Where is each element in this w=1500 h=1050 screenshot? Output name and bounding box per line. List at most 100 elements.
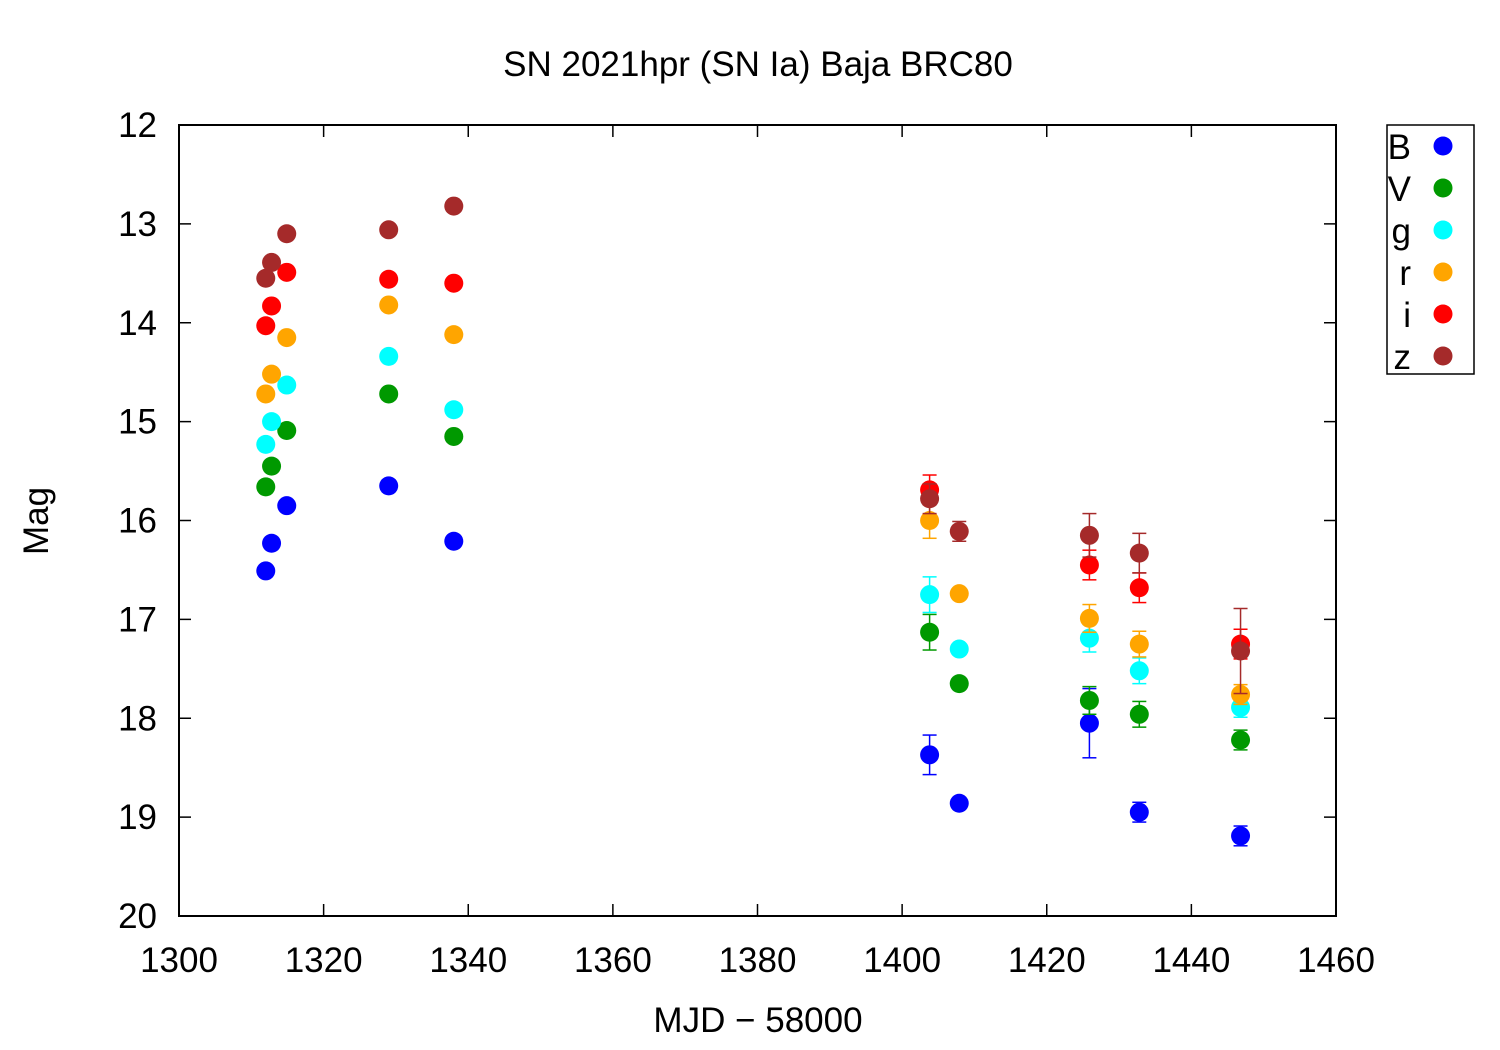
data-point [920, 511, 940, 530]
data-point [256, 434, 276, 454]
data-point [379, 346, 399, 366]
data-point [949, 639, 969, 659]
data-point [920, 622, 940, 642]
data-point [444, 325, 464, 345]
x-tick-label: 1400 [863, 941, 941, 980]
series-z [256, 196, 1251, 695]
data-point [444, 531, 464, 551]
data-point [262, 533, 282, 553]
data-point [277, 328, 297, 348]
series-B [256, 476, 1251, 847]
x-tick-label: 1360 [574, 941, 652, 980]
data-point [256, 477, 276, 497]
data-point [379, 220, 399, 240]
y-tick-label: 20 [118, 897, 157, 936]
legend-label-r: r [1399, 254, 1411, 293]
data-marks [256, 196, 1251, 847]
chart-title: SN 2021hpr (SN Ia) Baja BRC80 [503, 45, 1013, 84]
x-tick-label: 1420 [1008, 941, 1086, 980]
data-point [1079, 525, 1099, 545]
y-tick-label: 17 [118, 600, 157, 639]
legend-marker-B [1433, 136, 1453, 156]
x-tick-label: 1380 [719, 941, 797, 980]
data-point [1129, 543, 1149, 563]
data-point [444, 426, 464, 446]
data-point [256, 316, 276, 336]
legend-label-V: V [1388, 170, 1412, 209]
data-point [1129, 704, 1149, 724]
data-point [262, 412, 282, 432]
data-point [256, 384, 276, 404]
legend-box [1386, 124, 1475, 375]
legend-marker-r [1433, 262, 1453, 282]
data-point [1129, 661, 1149, 681]
data-point [1231, 730, 1251, 750]
legend-marker-i [1433, 304, 1453, 324]
data-point [920, 489, 940, 509]
data-point [277, 496, 297, 516]
data-point [1129, 578, 1149, 598]
data-point [444, 400, 464, 420]
x-tick-label: 1320 [285, 941, 363, 980]
y-axis-label: Mag [17, 487, 56, 555]
x-tick-label: 1460 [1297, 941, 1375, 980]
legend-label-B: B [1388, 128, 1411, 167]
data-point [277, 224, 297, 244]
data-point [920, 585, 940, 605]
legend-label-z: z [1394, 338, 1412, 377]
data-point [1079, 713, 1099, 733]
data-point [1231, 685, 1251, 705]
legend-label-i: i [1403, 296, 1411, 335]
data-point [1079, 608, 1099, 628]
series-i [256, 262, 1251, 660]
legend-label-g: g [1392, 212, 1411, 251]
y-axis: 12 13 14 15 16 17 18 19 20 [118, 106, 1336, 936]
data-point [1129, 802, 1149, 822]
y-tick-label: 13 [118, 205, 157, 244]
y-tick-label: 18 [118, 699, 157, 738]
data-point [444, 196, 464, 216]
y-tick-label: 19 [118, 798, 157, 837]
x-axis-label: MJD − 58000 [653, 1001, 862, 1040]
data-point [262, 456, 282, 476]
data-point [949, 793, 969, 813]
data-point [256, 268, 276, 288]
data-point [256, 561, 276, 581]
data-point [1129, 634, 1149, 654]
y-tick-label: 12 [118, 106, 157, 145]
legend-marker-g [1433, 220, 1453, 240]
legend-marker-V [1433, 178, 1453, 198]
data-point [262, 296, 282, 316]
data-point [1079, 628, 1099, 648]
data-point [262, 364, 282, 384]
data-point [1231, 641, 1251, 661]
plot-frame [178, 124, 1337, 917]
x-tick-label: 1440 [1152, 941, 1230, 980]
data-point [1079, 690, 1099, 710]
data-point [444, 273, 464, 293]
series-g [256, 346, 1251, 719]
data-point [949, 674, 969, 694]
data-point [277, 375, 297, 395]
data-point [949, 521, 969, 541]
data-point [920, 745, 940, 765]
data-point [379, 384, 399, 404]
data-point [379, 476, 399, 496]
y-tick-label: 16 [118, 502, 157, 541]
x-tick-label: 1340 [429, 941, 507, 980]
x-tick-label: 1300 [140, 941, 218, 980]
data-point [949, 584, 969, 604]
series-r [256, 295, 1251, 706]
data-point [1079, 555, 1099, 575]
y-tick-label: 15 [118, 403, 157, 442]
x-axis: 1300 1320 1340 1360 1380 1400 1420 1440 1460 [140, 125, 1375, 980]
data-point [379, 269, 399, 289]
data-point [262, 252, 282, 272]
data-point [277, 421, 297, 441]
y-tick-label: 14 [118, 304, 157, 343]
data-point [379, 295, 399, 315]
legend-marker-z [1433, 346, 1453, 366]
data-point [1231, 826, 1251, 846]
